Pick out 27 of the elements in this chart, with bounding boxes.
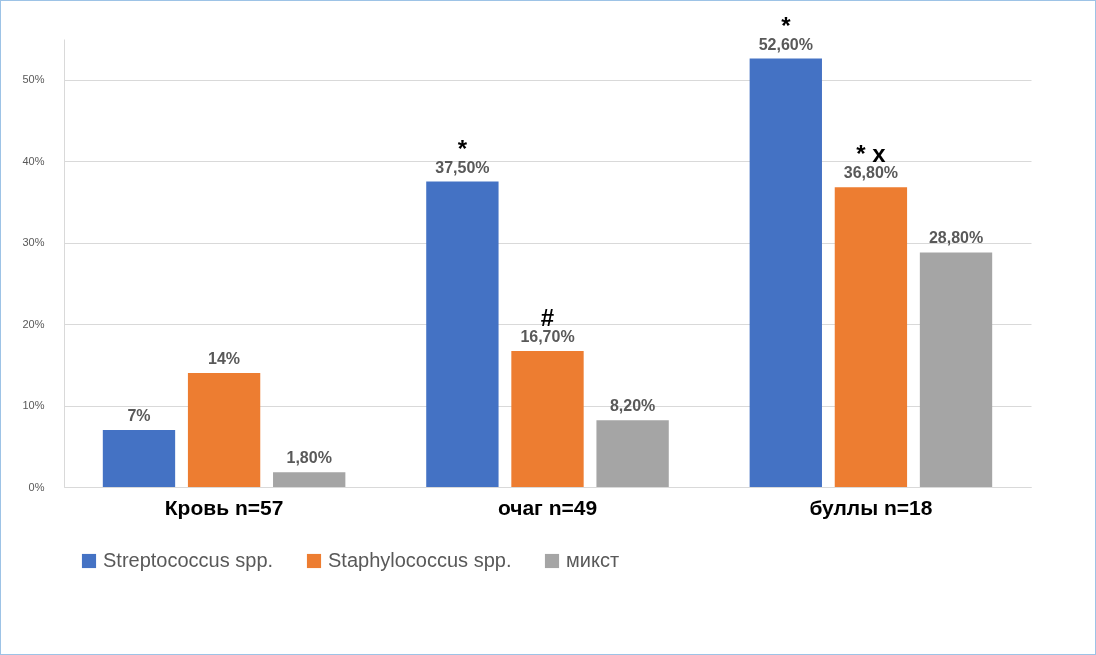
data-label: 36,80% bbox=[843, 164, 899, 182]
x-tick-label: буллы n=18 bbox=[809, 495, 933, 519]
bar bbox=[919, 252, 993, 487]
data-label: 28,80% bbox=[928, 229, 984, 247]
bar bbox=[426, 181, 499, 487]
y-tick-label: 0% bbox=[28, 480, 45, 493]
data-label: 14% bbox=[208, 349, 241, 367]
data-label: 7% bbox=[127, 406, 151, 424]
bar bbox=[834, 187, 908, 487]
bar bbox=[273, 472, 346, 487]
legend-label: микст bbox=[566, 549, 620, 571]
y-tick-label: 40% bbox=[22, 154, 45, 167]
bar bbox=[596, 420, 669, 487]
bar bbox=[511, 350, 584, 487]
bar bbox=[749, 58, 822, 487]
legend-label: Staphylococcus spp. bbox=[328, 549, 512, 571]
legend-label: Streptococcus spp. bbox=[103, 549, 274, 571]
bar bbox=[102, 429, 176, 487]
y-tick-label: 30% bbox=[22, 236, 45, 249]
data-label: 1,80% bbox=[286, 449, 332, 467]
y-tick-label: 50% bbox=[22, 73, 45, 86]
bar bbox=[187, 372, 261, 487]
y-tick-label: 20% bbox=[22, 317, 45, 330]
x-tick-label: очаг n=49 bbox=[497, 495, 598, 519]
data-label: 8,20% bbox=[609, 397, 656, 415]
x-tick-label: Кровь n=57 bbox=[164, 495, 284, 519]
y-tick-label: 10% bbox=[22, 399, 45, 412]
